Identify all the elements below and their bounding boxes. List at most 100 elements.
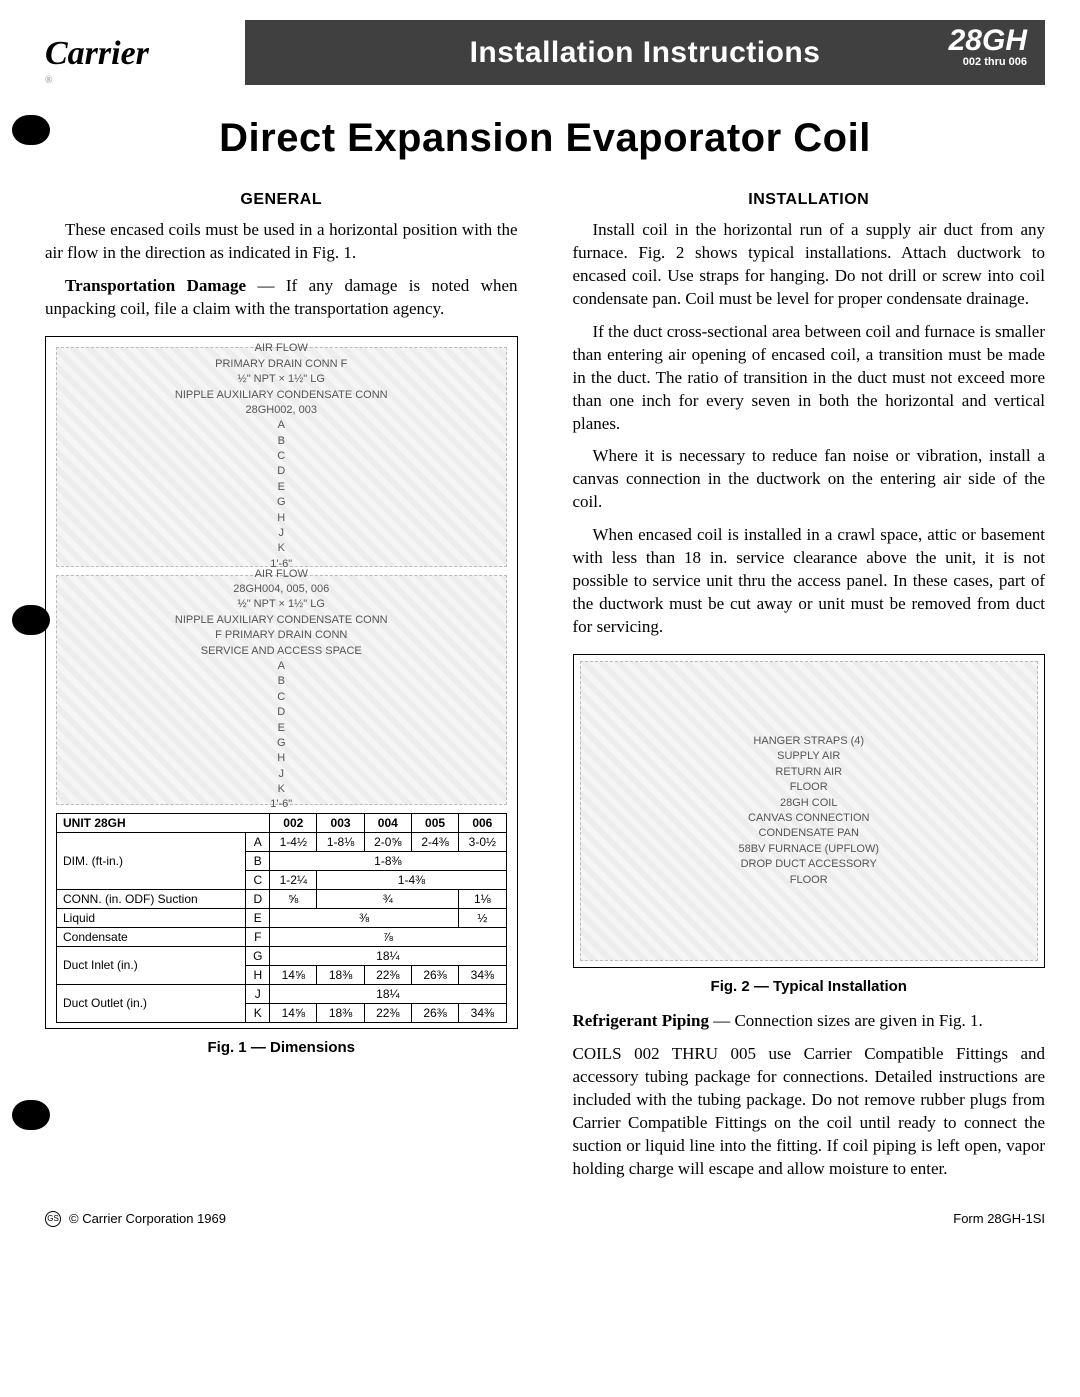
- diagram-label: A: [175, 659, 388, 674]
- col-002: 002: [270, 813, 317, 832]
- table-sub-label: A: [246, 832, 270, 851]
- diagram-label: G: [175, 495, 388, 510]
- col-006: 006: [459, 813, 506, 832]
- table-sub-label: K: [246, 1003, 270, 1022]
- installation-p3: Where it is necessary to reduce fan nois…: [573, 445, 1046, 514]
- table-sub-label: B: [246, 851, 270, 870]
- refrigerant-piping: Refrigerant Piping — Connection sizes ar…: [573, 1010, 1046, 1033]
- diagram-label: B: [175, 434, 388, 449]
- table-cell: 18⅜: [317, 965, 364, 984]
- diagram-label: F PRIMARY DRAIN CONN: [175, 628, 388, 643]
- diagram-label: 1'-6": [175, 797, 388, 812]
- diagram-label: RETURN AIR: [738, 765, 879, 780]
- table-cell: 14⅝: [270, 1003, 317, 1022]
- diagram-label: E: [175, 721, 388, 736]
- right-column: INSTALLATION Install coil in the horizon…: [573, 191, 1046, 1191]
- figure-1: AIR FLOWPRIMARY DRAIN CONN F½" NPT × 1½"…: [45, 336, 518, 1029]
- diagram-label: SUPPLY AIR: [738, 749, 879, 764]
- brand-block: Carrier ®: [45, 20, 225, 86]
- table-cell: 1-4⅜: [317, 870, 506, 889]
- diagram-label: CONDENSATE PAN: [738, 826, 879, 841]
- diagram-label: 28GH COIL: [738, 796, 879, 811]
- diagram-label: HANGER STRAPS (4): [738, 734, 879, 749]
- fig2-diagram: HANGER STRAPS (4)SUPPLY AIRRETURN AIRFLO…: [580, 661, 1039, 961]
- banner-title: Installation Instructions: [470, 36, 821, 70]
- table-sub-label: C: [246, 870, 270, 889]
- table-cell: 1⅛: [459, 889, 506, 908]
- diagram-label: H: [175, 751, 388, 766]
- dimensions-table: UNIT 28GH 002 003 004 005 006 DIM. (ft-i…: [56, 813, 507, 1023]
- table-cell: 18¼: [270, 984, 506, 1003]
- diagram-label: DROP DUCT ACCESSORY: [738, 857, 879, 872]
- diagram-label: K: [175, 782, 388, 797]
- diagram-label: C: [175, 690, 388, 705]
- table-group-label: DIM. (ft-in.): [57, 832, 246, 889]
- table-cell: 14⅝: [270, 965, 317, 984]
- table-cell: ½: [459, 908, 506, 927]
- diagram-label: AIR FLOW: [175, 567, 388, 582]
- table-cell: 1-2¼: [270, 870, 317, 889]
- diagram-label: K: [175, 541, 388, 556]
- diagram-label: D: [175, 705, 388, 720]
- diagram-label: AIR FLOW: [175, 341, 388, 356]
- diagram-label: G: [175, 736, 388, 751]
- diagram-label: B: [175, 674, 388, 689]
- table-cell: ¾: [317, 889, 459, 908]
- diagram-label: E: [175, 480, 388, 495]
- general-p1: These encased coils must be used in a ho…: [45, 219, 518, 265]
- diagram-label: FLOOR: [738, 780, 879, 795]
- installation-p4: When encased coil is installed in a craw…: [573, 524, 1046, 639]
- installation-p1: Install coil in the horizontal run of a …: [573, 219, 1046, 311]
- general-heading: GENERAL: [45, 191, 518, 209]
- table-cell: 3-0½: [459, 832, 506, 851]
- table-sub-label: F: [246, 927, 270, 946]
- diagram-label: PRIMARY DRAIN CONN F: [175, 357, 388, 372]
- coils-note: COILS 002 THRU 005 use Carrier Compatibl…: [573, 1043, 1046, 1181]
- table-cell: 2-4⅜: [411, 832, 458, 851]
- diagram-label: NIPPLE AUXILIARY CONDENSATE CONN: [175, 613, 388, 628]
- brand-name: Carrier: [45, 35, 225, 73]
- diagram-label: 28GH004, 005, 006: [175, 582, 388, 597]
- diagram-label: J: [175, 767, 388, 782]
- document-header: Carrier ® Installation Instructions 28GH…: [45, 20, 1045, 86]
- diagram-label: A: [175, 418, 388, 433]
- diagram-label: 58BV FURNACE (UPFLOW): [738, 842, 879, 857]
- table-cell: ⅝: [270, 889, 317, 908]
- general-p2: Transportation Damage — If any damage is…: [45, 275, 518, 321]
- diagram-label: 28GH002, 003: [175, 403, 388, 418]
- table-sub-label: E: [246, 908, 270, 927]
- table-unit-header: UNIT 28GH: [57, 813, 270, 832]
- table-cell: 18⅜: [317, 1003, 364, 1022]
- col-004: 004: [364, 813, 411, 832]
- fig2-caption: Fig. 2 — Typical Installation: [573, 978, 1046, 995]
- table-sub-label: D: [246, 889, 270, 908]
- diagram-label: C: [175, 449, 388, 464]
- copyright: © Carrier Corporation 1969: [69, 1211, 226, 1226]
- table-cell: 34⅜: [459, 965, 506, 984]
- model-range: 002 thru 006: [949, 56, 1027, 68]
- table-cell: 1-8⅛: [317, 832, 364, 851]
- diagram-label: D: [175, 464, 388, 479]
- table-group-label: Duct Inlet (in.): [57, 946, 246, 984]
- table-cell: 18¼: [270, 946, 506, 965]
- refrigerant-piping-label: Refrigerant Piping: [573, 1011, 709, 1030]
- diagram-label: FLOOR: [738, 873, 879, 888]
- table-group-label: Condensate: [57, 927, 246, 946]
- figure-2: HANGER STRAPS (4)SUPPLY AIRRETURN AIRFLO…: [573, 654, 1046, 968]
- table-cell: 1-8⅜: [270, 851, 506, 870]
- table-cell: 2-0⅝: [364, 832, 411, 851]
- transportation-damage-label: Transportation Damage: [65, 276, 246, 295]
- installation-heading: INSTALLATION: [573, 191, 1046, 209]
- banner: Installation Instructions 28GH 002 thru …: [245, 20, 1045, 85]
- installation-p2: If the duct cross-sectional area between…: [573, 321, 1046, 436]
- page-footer: GS © Carrier Corporation 1969 Form 28GH-…: [45, 1211, 1045, 1227]
- table-sub-label: H: [246, 965, 270, 984]
- page-title: Direct Expansion Evaporator Coil: [45, 116, 1045, 161]
- col-003: 003: [317, 813, 364, 832]
- fig1-caption: Fig. 1 — Dimensions: [45, 1039, 518, 1056]
- table-cell: 1-4½: [270, 832, 317, 851]
- diagram-label: J: [175, 526, 388, 541]
- table-cell: ⅞: [270, 927, 506, 946]
- diagram-label: NIPPLE AUXILIARY CONDENSATE CONN: [175, 388, 388, 403]
- form-number: Form 28GH-1SI: [953, 1211, 1045, 1226]
